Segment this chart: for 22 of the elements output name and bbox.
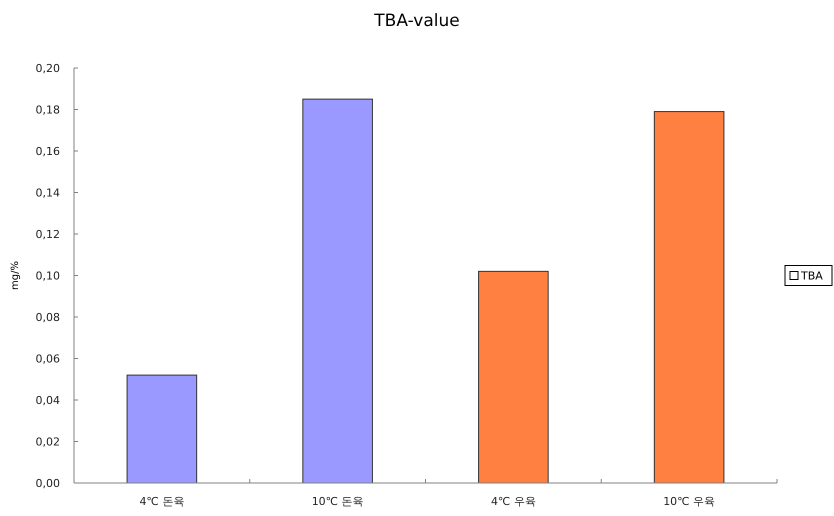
y-axis-title: mg/% [10, 261, 21, 290]
x-tick-label: 10℃ 돈육 [312, 495, 364, 508]
y-tick-label: 0,02 [36, 436, 60, 448]
x-tick-label: 4℃ 우육 [490, 495, 536, 508]
chart-title: TBA-value [373, 11, 460, 31]
legend: TBA [784, 265, 832, 286]
bar [302, 98, 373, 484]
bar [126, 374, 198, 484]
y-tick-label: 0,18 [36, 104, 60, 116]
x-tick-label: 10℃ 우육 [663, 495, 716, 508]
y-tick-label: 0,16 [36, 145, 60, 158]
y-tick-label: 0,20 [36, 62, 60, 75]
bar [478, 270, 549, 484]
y-tick-label: 0,06 [36, 352, 60, 366]
y-tick-label: 0,00 [36, 477, 60, 490]
bar [654, 111, 724, 484]
y-tick-label: 0,12 [36, 228, 60, 241]
y-tick-label: 0,04 [36, 394, 60, 407]
y-tick-label: 0,08 [36, 311, 60, 324]
y-tick-label: 0,10 [36, 270, 60, 282]
x-tick-label: 4℃ 돈육 [139, 495, 184, 508]
y-tick-label: 0,14 [36, 186, 60, 200]
